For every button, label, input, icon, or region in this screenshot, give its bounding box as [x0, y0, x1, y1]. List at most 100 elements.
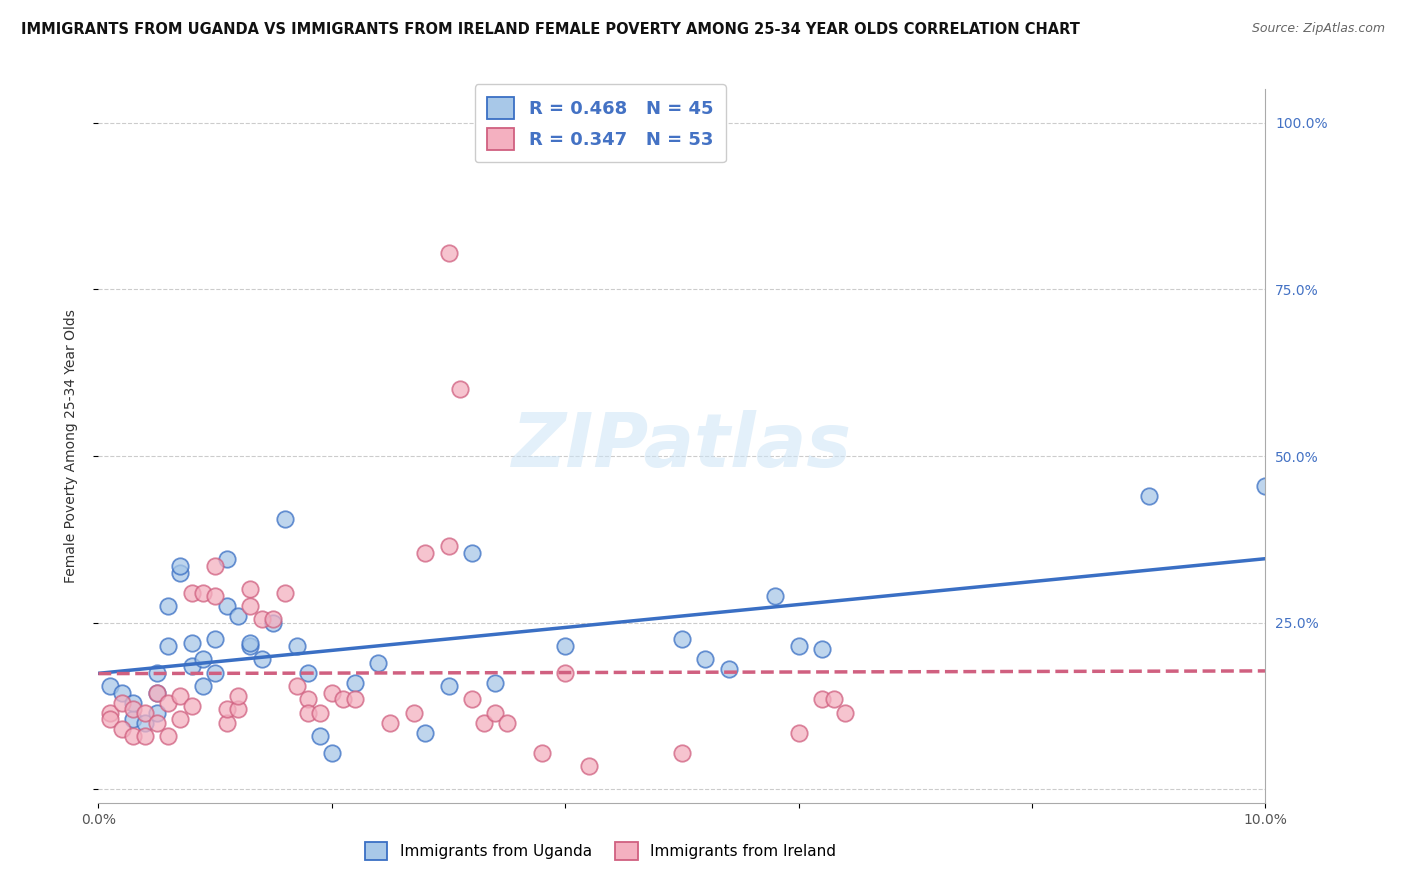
- Point: [180, 699, 202, 714]
- Point: [449, 382, 471, 396]
- Point: [134, 706, 156, 720]
- Point: [332, 692, 354, 706]
- Point: [193, 679, 215, 693]
- Point: [461, 692, 484, 706]
- Point: [437, 679, 460, 693]
- Point: [239, 639, 262, 653]
- Point: [215, 599, 238, 613]
- Point: [239, 636, 262, 650]
- Point: [437, 245, 460, 260]
- Point: [262, 612, 284, 626]
- Point: [122, 729, 145, 743]
- Point: [122, 696, 145, 710]
- Point: [98, 679, 121, 693]
- Point: [695, 652, 717, 666]
- Point: [811, 692, 834, 706]
- Point: [204, 665, 226, 680]
- Point: [146, 715, 169, 730]
- Point: [169, 566, 191, 580]
- Point: [157, 599, 180, 613]
- Point: [413, 546, 436, 560]
- Point: [134, 729, 156, 743]
- Point: [787, 639, 810, 653]
- Point: [122, 702, 145, 716]
- Point: [472, 715, 495, 730]
- Point: [530, 746, 553, 760]
- Point: [122, 713, 145, 727]
- Point: [834, 706, 856, 720]
- Point: [671, 632, 693, 647]
- Point: [169, 713, 191, 727]
- Point: [228, 702, 250, 716]
- Point: [297, 706, 319, 720]
- Point: [180, 585, 202, 599]
- Point: [461, 546, 484, 560]
- Point: [274, 512, 297, 526]
- Point: [285, 679, 308, 693]
- Point: [367, 656, 389, 670]
- Text: ZIPatlas: ZIPatlas: [512, 409, 852, 483]
- Point: [193, 585, 215, 599]
- Point: [823, 692, 845, 706]
- Point: [146, 706, 169, 720]
- Point: [309, 706, 332, 720]
- Point: [98, 713, 121, 727]
- Point: [157, 729, 180, 743]
- Point: [578, 759, 600, 773]
- Point: [671, 746, 693, 760]
- Text: IMMIGRANTS FROM UGANDA VS IMMIGRANTS FROM IRELAND FEMALE POVERTY AMONG 25-34 YEA: IMMIGRANTS FROM UGANDA VS IMMIGRANTS FRO…: [21, 22, 1080, 37]
- Point: [228, 609, 250, 624]
- Point: [157, 639, 180, 653]
- Point: [554, 639, 576, 653]
- Point: [146, 665, 169, 680]
- Point: [111, 686, 134, 700]
- Point: [204, 559, 226, 574]
- Point: [193, 652, 215, 666]
- Point: [228, 689, 250, 703]
- Point: [321, 686, 343, 700]
- Point: [169, 689, 191, 703]
- Point: [787, 725, 810, 739]
- Point: [215, 552, 238, 566]
- Point: [402, 706, 425, 720]
- Point: [204, 589, 226, 603]
- Point: [146, 686, 169, 700]
- Text: Source: ZipAtlas.com: Source: ZipAtlas.com: [1251, 22, 1385, 36]
- Point: [763, 589, 786, 603]
- Point: [495, 715, 517, 730]
- Point: [146, 686, 169, 700]
- Point: [111, 696, 134, 710]
- Point: [484, 706, 506, 720]
- Point: [811, 642, 834, 657]
- Y-axis label: Female Poverty Among 25-34 Year Olds: Female Poverty Among 25-34 Year Olds: [63, 309, 77, 583]
- Point: [250, 652, 273, 666]
- Point: [285, 639, 308, 653]
- Point: [250, 612, 273, 626]
- Point: [169, 559, 191, 574]
- Point: [111, 723, 134, 737]
- Point: [215, 702, 238, 716]
- Point: [717, 662, 740, 676]
- Point: [1137, 489, 1160, 503]
- Legend: R = 0.468   N = 45, R = 0.347   N = 53: R = 0.468 N = 45, R = 0.347 N = 53: [475, 84, 725, 162]
- Point: [1254, 479, 1277, 493]
- Point: [378, 715, 402, 730]
- Point: [297, 692, 319, 706]
- Point: [413, 725, 436, 739]
- Point: [215, 715, 238, 730]
- Point: [239, 582, 262, 597]
- Point: [180, 659, 202, 673]
- Point: [204, 632, 226, 647]
- Point: [309, 729, 332, 743]
- Point: [344, 675, 367, 690]
- Point: [180, 636, 202, 650]
- Point: [484, 675, 506, 690]
- Point: [297, 665, 319, 680]
- Point: [437, 539, 460, 553]
- Point: [274, 585, 297, 599]
- Point: [98, 706, 121, 720]
- Point: [554, 665, 576, 680]
- Point: [344, 692, 367, 706]
- Point: [239, 599, 262, 613]
- Point: [321, 746, 343, 760]
